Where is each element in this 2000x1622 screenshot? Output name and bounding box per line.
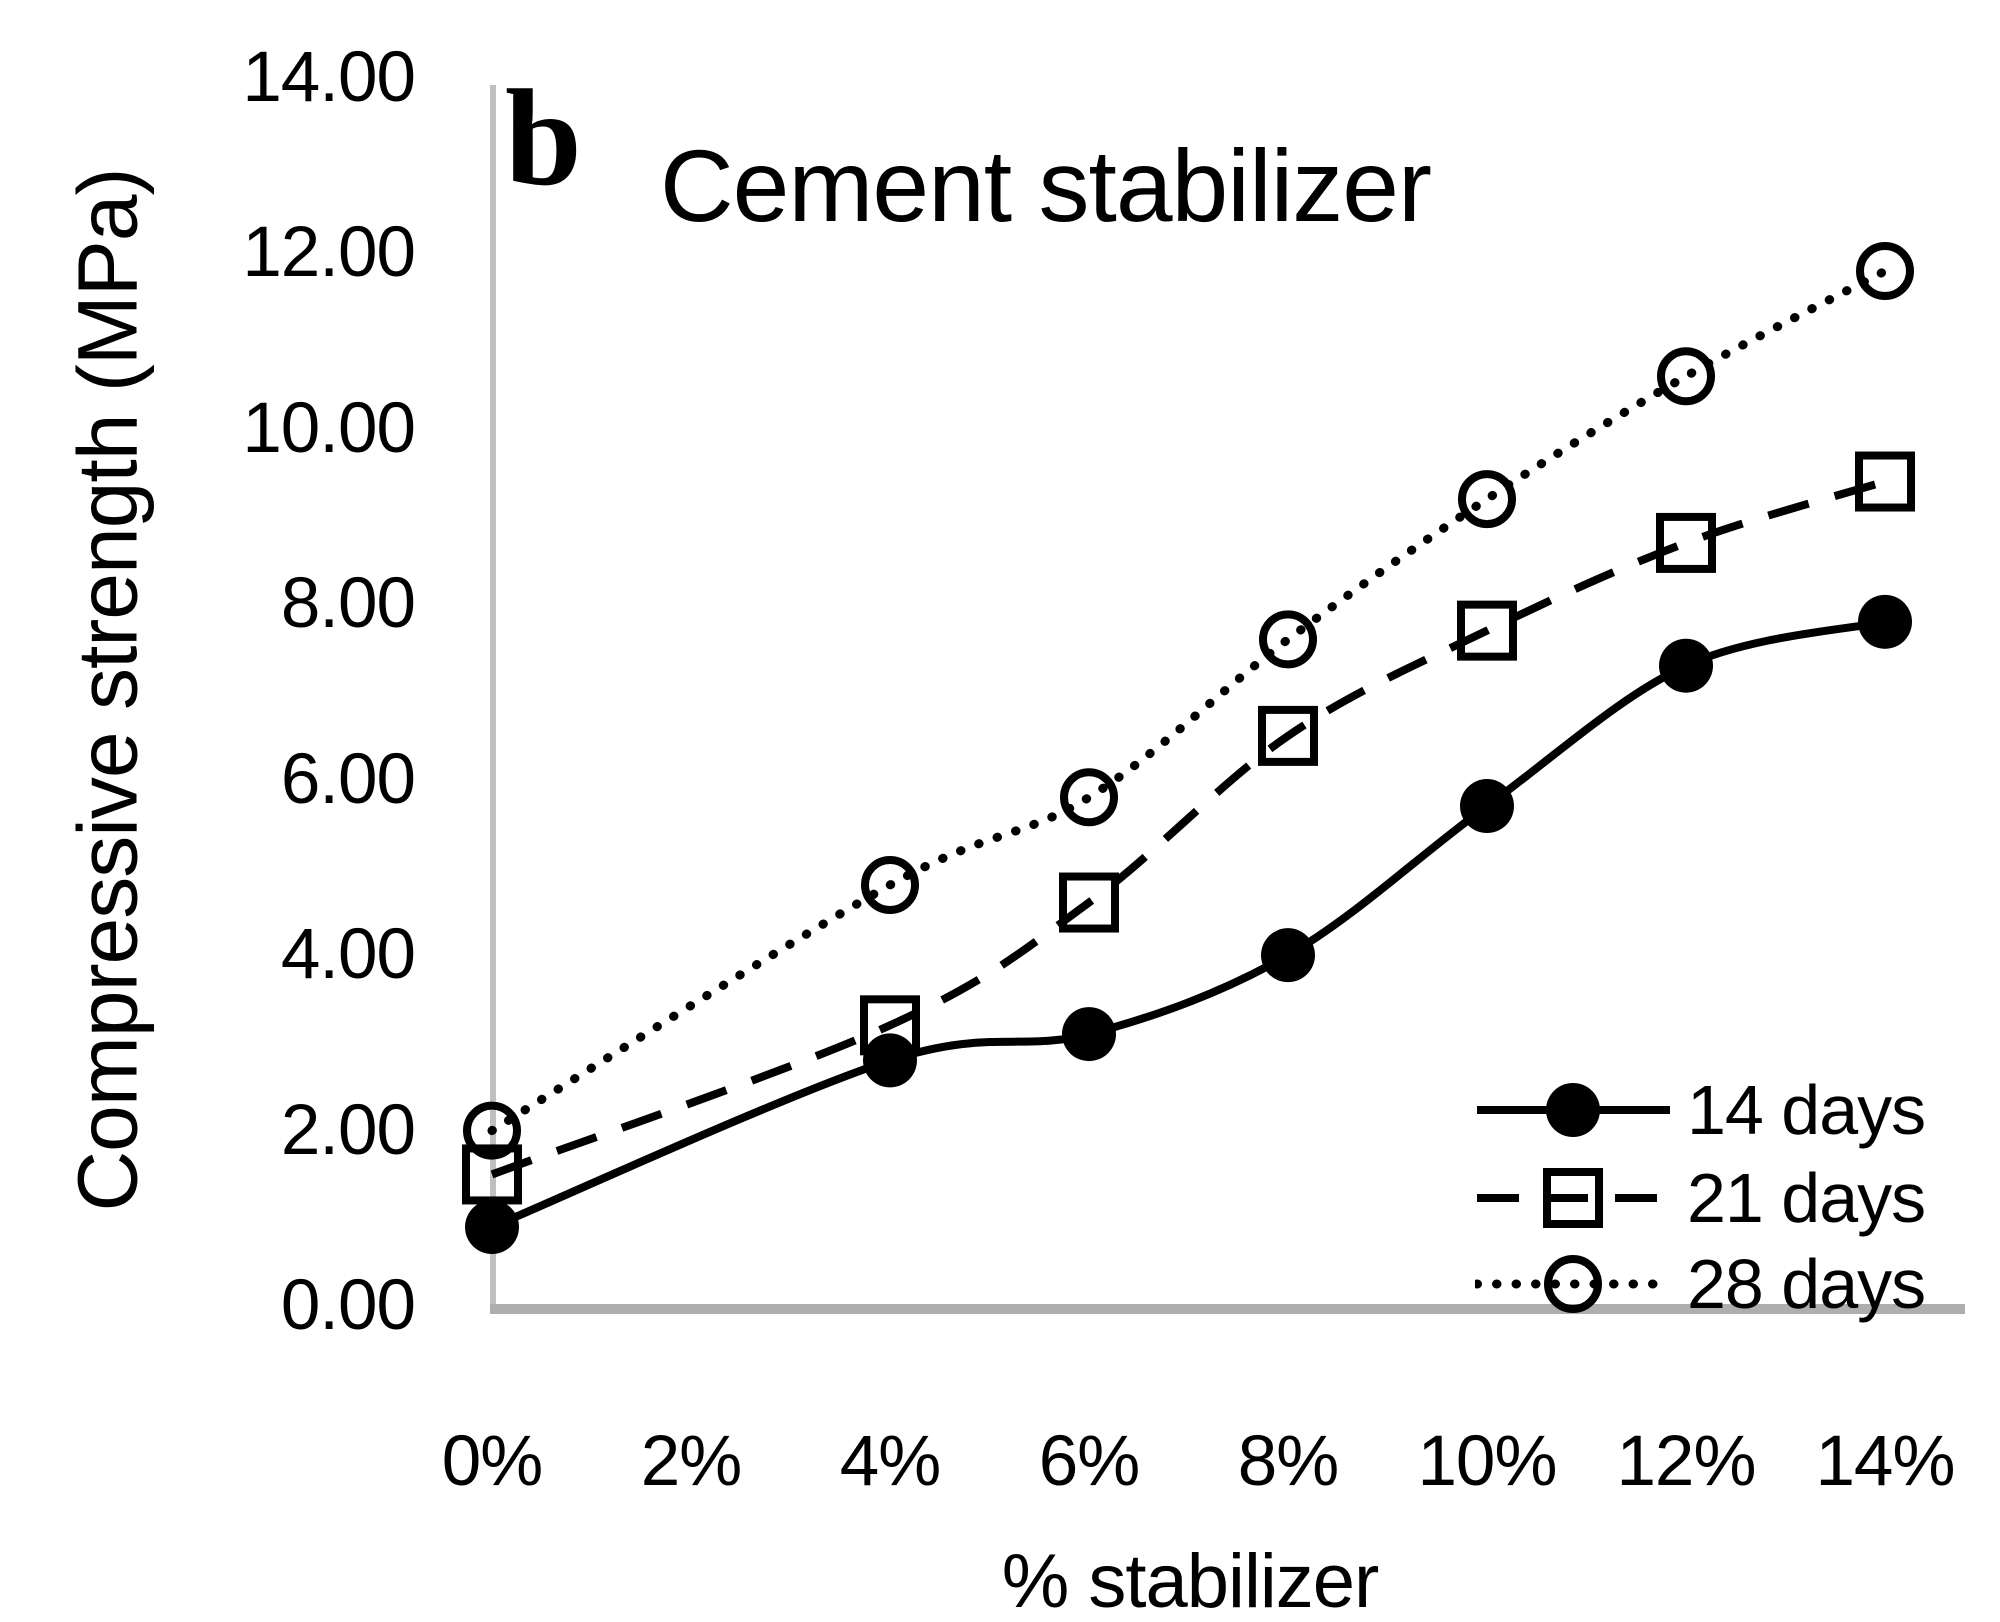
marker-21-days	[860, 995, 920, 1056]
marker-28-days	[1060, 768, 1118, 827]
marker-14-days	[1659, 638, 1713, 693]
x-tick-label: 10%	[1417, 1422, 1557, 1501]
chart-title: Cement stabilizer	[660, 129, 1432, 243]
legend-line-sample	[1475, 1255, 1675, 1313]
x-tick-label: 2%	[640, 1422, 743, 1501]
marker-21-days	[1855, 451, 1915, 512]
legend-label: 21 days	[1687, 1159, 1926, 1237]
y-tick-label: 8.00	[280, 564, 416, 644]
legend-label: 14 days	[1687, 1071, 1926, 1149]
legend-line-sample	[1477, 1083, 1670, 1137]
marker-14-days	[465, 1200, 519, 1255]
marker-21-days	[1656, 512, 1716, 573]
legend-marker-filled-circle	[1546, 1083, 1600, 1137]
marker-28-days	[1856, 242, 1914, 301]
legend-marker-open-square	[1543, 1168, 1603, 1228]
x-tick-label: 12%	[1616, 1422, 1756, 1501]
panel-label: b	[505, 61, 582, 214]
x-tick-label: 4%	[839, 1422, 942, 1501]
x-tick-label: 8%	[1237, 1422, 1340, 1501]
y-tick-label: 12.00	[242, 213, 416, 293]
x-axis-title: % stabilizer	[1001, 1539, 1380, 1622]
y-tick-label: 4.00	[280, 915, 416, 995]
y-tick-label: 2.00	[280, 1090, 416, 1170]
marker-28-days	[463, 1101, 521, 1160]
marker-28-days	[861, 855, 919, 914]
series-line-14-days	[490, 617, 1886, 1231]
y-tick-label: 6.00	[280, 739, 416, 819]
y-tick-label: 10.00	[242, 388, 416, 468]
legend-line-sample	[1477, 1168, 1670, 1228]
y-tick-label: 0.00	[280, 1266, 416, 1345]
legend-marker-open-circle	[1544, 1255, 1602, 1313]
series-line-28-days	[487, 266, 1890, 1136]
series-line-21-days	[490, 477, 1887, 1179]
marker-21-days	[1457, 600, 1517, 661]
marker-14-days	[863, 1033, 917, 1088]
marker-28-days	[1657, 347, 1715, 406]
marker-21-days	[462, 1144, 522, 1205]
marker-28-days	[1458, 470, 1516, 529]
marker-21-days	[1258, 705, 1318, 766]
marker-21-days	[1059, 872, 1119, 933]
marker-14-days	[1062, 1007, 1116, 1062]
x-tick-label: 14%	[1815, 1422, 1955, 1501]
x-tick-label: 6%	[1038, 1422, 1141, 1501]
marker-14-days	[1261, 928, 1315, 983]
x-tick-label: 0%	[441, 1422, 544, 1501]
y-tick-label: 14.00	[242, 38, 416, 118]
marker-14-days	[1858, 594, 1912, 649]
marker-28-days	[1259, 610, 1317, 669]
marker-14-days	[1460, 779, 1514, 834]
legend-label: 28 days	[1687, 1245, 1926, 1323]
